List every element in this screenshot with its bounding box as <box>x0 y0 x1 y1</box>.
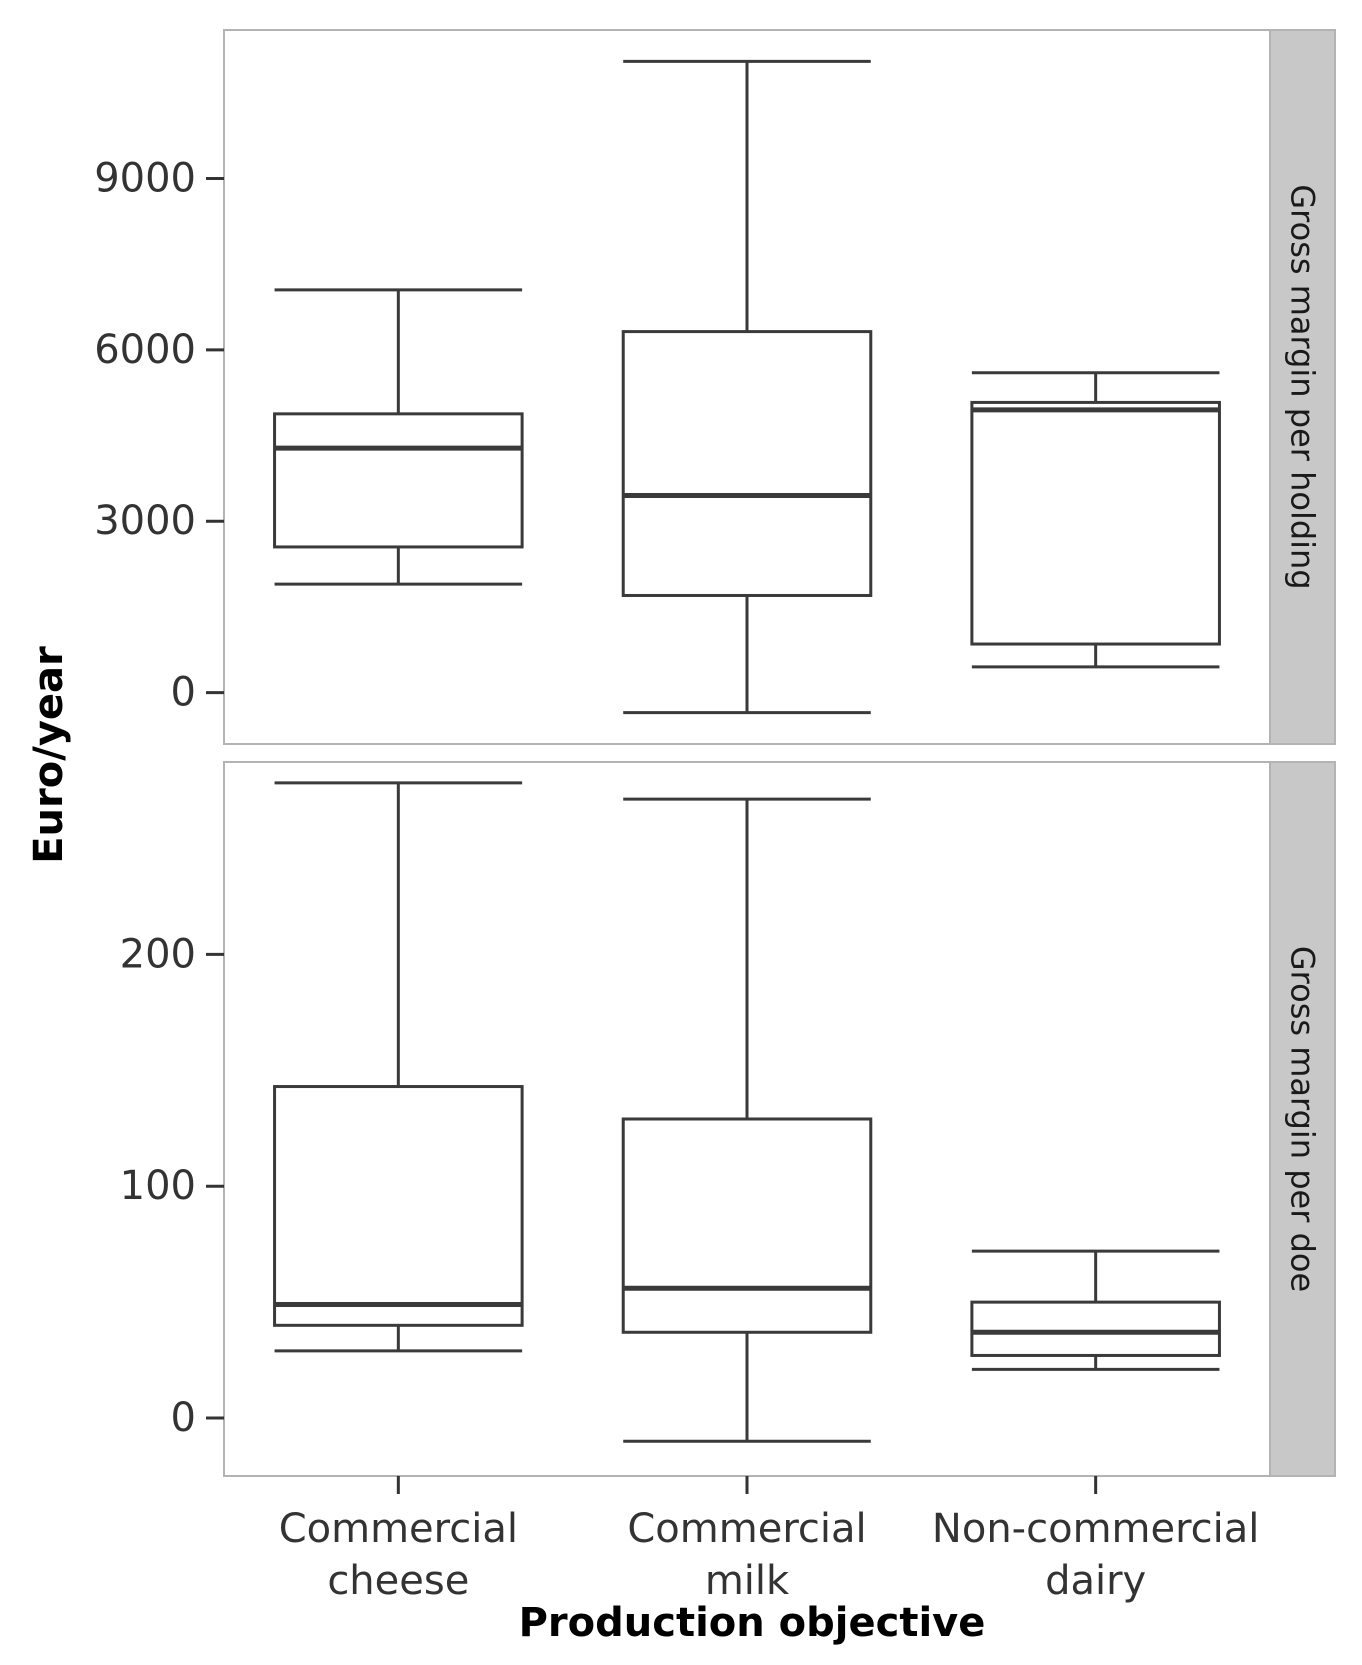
x-tick-label: Non-commercial dairy <box>932 1506 1259 1604</box>
facet-panels: Gross margin per holding0300060009000Gro… <box>94 29 1336 1477</box>
facet-strip <box>1269 29 1336 745</box>
boxplot-1 <box>273 288 524 586</box>
facet-panel-2: Gross margin per doe 0 100 200 <box>120 761 1336 1477</box>
boxplot-1 <box>273 781 524 1353</box>
facet-strip <box>1269 761 1336 1477</box>
y-tick-label: 3000 <box>94 498 196 544</box>
y-tick-label: 0 <box>171 670 196 716</box>
facet-panel-1: Gross margin per holding 0 3000 6000 9000 <box>94 29 1336 745</box>
iqr-box <box>621 1117 873 1334</box>
y-tick-label: 200 <box>120 931 196 977</box>
iqr-box <box>621 330 873 597</box>
iqr-box <box>273 412 524 549</box>
y-tick-label: 0 <box>171 1395 196 1441</box>
y-tick-label: 9000 <box>94 156 196 202</box>
boxplot-3 <box>970 371 1221 669</box>
x-tick-label: Commercial cheese <box>279 1506 518 1604</box>
x-tick-label: Commercial milk <box>627 1506 866 1604</box>
iqr-box <box>970 400 1221 646</box>
boxplot-2 <box>621 59 873 715</box>
facet-strip-label: Gross margin per holding <box>1284 184 1322 589</box>
iqr-box <box>970 1300 1221 1357</box>
y-tick-label: 6000 <box>94 327 196 373</box>
iqr-box <box>273 1085 524 1327</box>
x-axis-title: Production objective <box>519 1600 986 1646</box>
boxplot-2 <box>621 797 873 1443</box>
y-tick-label: 100 <box>120 1163 196 1209</box>
y-axis-title: Euro/year <box>26 646 72 864</box>
boxplot-3 <box>970 1249 1221 1371</box>
facet-strip-label: Gross margin per doe <box>1284 946 1322 1292</box>
x-axis: Commercial cheese Commercial milk Non-commer… <box>279 1476 1259 1604</box>
